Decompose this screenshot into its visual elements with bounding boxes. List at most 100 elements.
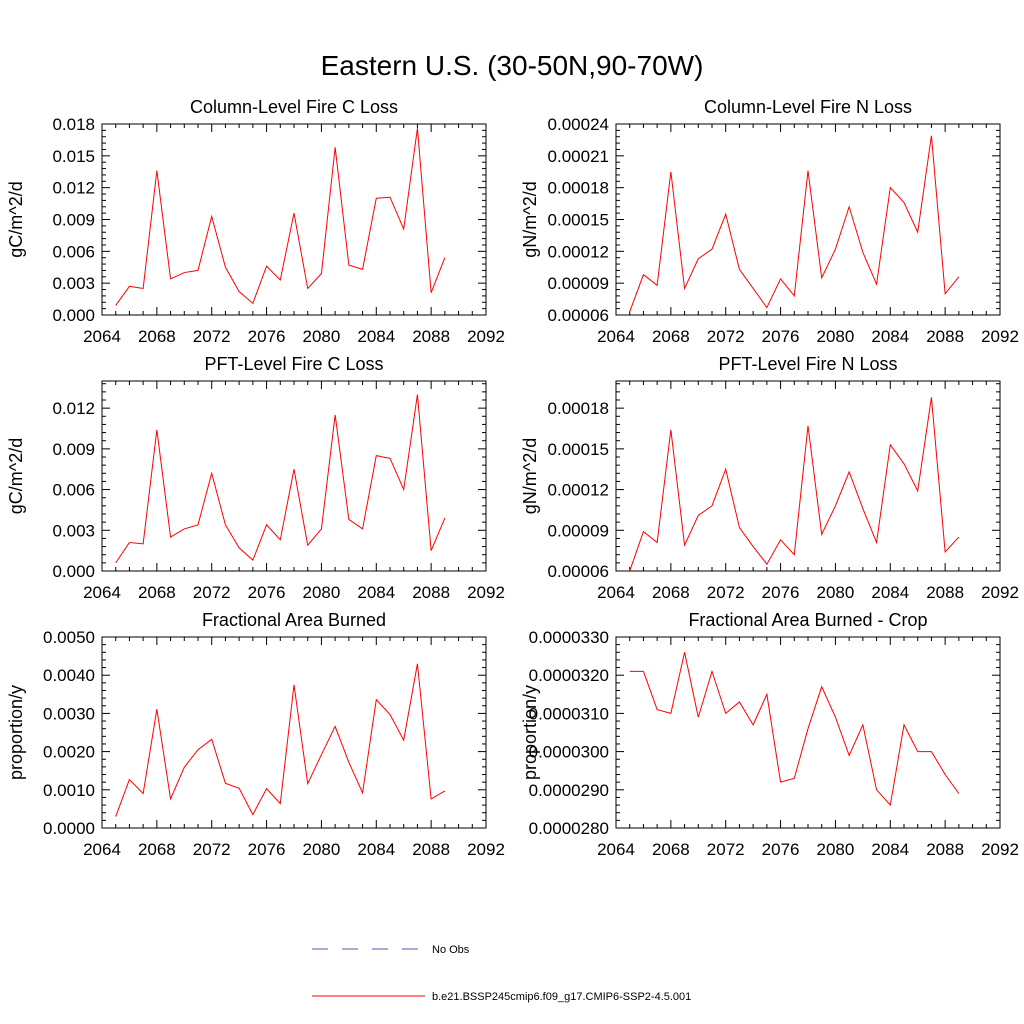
x-tick-label: 2084 <box>357 327 395 346</box>
x-tick-label: 2068 <box>138 583 176 602</box>
chart-panel-5: Fractional Area Burned proportion/y 2064 20… <box>6 610 505 859</box>
x-tick-label: 2084 <box>357 840 395 859</box>
y-tick-label: 0.003 <box>52 274 95 293</box>
x-tick-label: 2088 <box>412 583 450 602</box>
plot-frame <box>615 380 1001 572</box>
data-series-line <box>629 135 960 312</box>
panel-title: PFT-Level Fire C Loss <box>204 354 383 374</box>
x-tick-label: 2068 <box>138 327 176 346</box>
x-tick-label: 2088 <box>412 327 450 346</box>
x-tick-label: 2088 <box>926 327 964 346</box>
y-axis-label: proportion/y <box>520 685 540 780</box>
x-tick-label: 2084 <box>871 583 909 602</box>
chart-panel-2: Column-Level Fire N Loss gN/m^2/d 2064 2068… <box>520 97 1019 346</box>
y-tick-label: 0.0000280 <box>529 819 609 838</box>
x-tick-label: 2072 <box>193 583 231 602</box>
x-tick-label: 2092 <box>467 840 505 859</box>
x-tick-label: 2064 <box>83 840 121 859</box>
y-tick-label: 0.00009 <box>548 521 609 540</box>
chart-panel-3: PFT-Level Fire C Loss gC/m^2/d 2064 2068 207… <box>6 354 505 602</box>
plot-frame <box>101 636 487 829</box>
panel-title: Fractional Area Burned <box>202 610 386 630</box>
y-tick-label: 0.018 <box>52 115 95 134</box>
x-tick-label: 2068 <box>652 583 690 602</box>
x-tick-label: 2088 <box>926 583 964 602</box>
y-tick-label: 0.009 <box>52 440 95 459</box>
x-tick-label: 2080 <box>817 583 855 602</box>
x-tick-label: 2092 <box>467 583 505 602</box>
x-tick-label: 2092 <box>981 840 1019 859</box>
y-tick-label: 0.0000 <box>43 819 95 838</box>
x-tick-label: 2064 <box>83 327 121 346</box>
x-tick-label: 2064 <box>83 583 121 602</box>
x-tick-label: 2072 <box>707 840 745 859</box>
y-tick-label: 0.00006 <box>548 306 609 325</box>
x-tick-label: 2084 <box>871 327 909 346</box>
data-series-line <box>629 397 960 572</box>
x-tick-label: 2076 <box>248 840 286 859</box>
y-tick-label: 0.012 <box>52 179 95 198</box>
chart-panel-6: Fractional Area Burned - Crop proportion/… <box>520 610 1019 859</box>
plot-frame <box>615 636 1001 829</box>
y-tick-label: 0.012 <box>52 399 95 418</box>
x-tick-label: 2072 <box>193 840 231 859</box>
x-tick-label: 2064 <box>597 327 635 346</box>
y-tick-label: 0.000 <box>52 562 95 581</box>
legend-label-no-obs: No Obs <box>432 944 470 956</box>
chart-panel-1: Column-Level Fire C Loss gC/m^2/d 2064 2068… <box>6 97 505 346</box>
x-tick-label: 2072 <box>707 583 745 602</box>
y-tick-label: 0.009 <box>52 211 95 230</box>
x-tick-label: 2080 <box>817 327 855 346</box>
plot-frame <box>101 380 487 572</box>
y-tick-label: 0.00018 <box>548 179 609 198</box>
legend-label-run: b.e21.BSSP245cmip6.f09_g17.CMIP6-SSP2-4.… <box>432 991 691 1003</box>
y-tick-label: 0.00006 <box>548 562 609 581</box>
x-tick-label: 2064 <box>597 583 635 602</box>
y-tick-label: 0.000 <box>52 306 95 325</box>
x-tick-label: 2076 <box>762 583 800 602</box>
x-tick-label: 2080 <box>303 840 341 859</box>
y-tick-label: 0.0040 <box>43 666 95 685</box>
x-tick-label: 2068 <box>652 327 690 346</box>
y-axis-label: gC/m^2/d <box>6 181 26 257</box>
y-axis-label: gN/m^2/d <box>520 181 540 257</box>
y-tick-label: 0.006 <box>52 242 95 261</box>
y-tick-label: 0.00015 <box>548 440 609 459</box>
y-axis-label: proportion/y <box>6 685 26 780</box>
y-axis-label: gC/m^2/d <box>6 438 26 514</box>
legend: No Obs b.e21.BSSP245cmip6.f09_g17.CMIP6-… <box>312 944 691 1003</box>
x-tick-label: 2092 <box>981 583 1019 602</box>
y-tick-label: 0.0000330 <box>529 628 609 647</box>
y-tick-label: 0.0030 <box>43 704 95 723</box>
chart-panels: Column-Level Fire C Loss gC/m^2/d 2064 2068… <box>6 97 1019 859</box>
data-series-line <box>115 394 446 564</box>
x-tick-label: 2088 <box>926 840 964 859</box>
y-tick-label: 0.00015 <box>548 211 609 230</box>
x-tick-label: 2092 <box>981 327 1019 346</box>
x-tick-label: 2072 <box>707 327 745 346</box>
y-axis-label: gN/m^2/d <box>520 438 540 514</box>
y-tick-label: 0.0000320 <box>529 666 609 685</box>
y-tick-label: 0.015 <box>52 147 95 166</box>
figure-title: Eastern U.S. (30-50N,90-70W) <box>321 50 704 81</box>
y-tick-label: 0.00012 <box>548 481 609 500</box>
y-tick-label: 0.006 <box>52 481 95 500</box>
x-tick-label: 2076 <box>762 327 800 346</box>
y-tick-label: 0.003 <box>52 521 95 540</box>
panel-title: Column-Level Fire C Loss <box>190 97 398 117</box>
data-series-line <box>115 128 446 306</box>
x-tick-label: 2080 <box>303 327 341 346</box>
x-tick-label: 2088 <box>412 840 450 859</box>
y-tick-label: 0.00024 <box>548 115 609 134</box>
data-series-line <box>115 663 446 817</box>
x-tick-label: 2064 <box>597 840 635 859</box>
chart-panel-4: PFT-Level Fire N Loss gN/m^2/d 2064 2068 207… <box>520 354 1019 602</box>
y-tick-label: 0.00018 <box>548 399 609 418</box>
y-tick-label: 0.00021 <box>548 147 609 166</box>
y-tick-label: 0.00012 <box>548 242 609 261</box>
panel-title: Column-Level Fire N Loss <box>704 97 912 117</box>
x-tick-label: 2084 <box>357 583 395 602</box>
x-tick-label: 2076 <box>248 327 286 346</box>
y-tick-label: 0.0010 <box>43 781 95 800</box>
plot-frame <box>615 123 1001 316</box>
